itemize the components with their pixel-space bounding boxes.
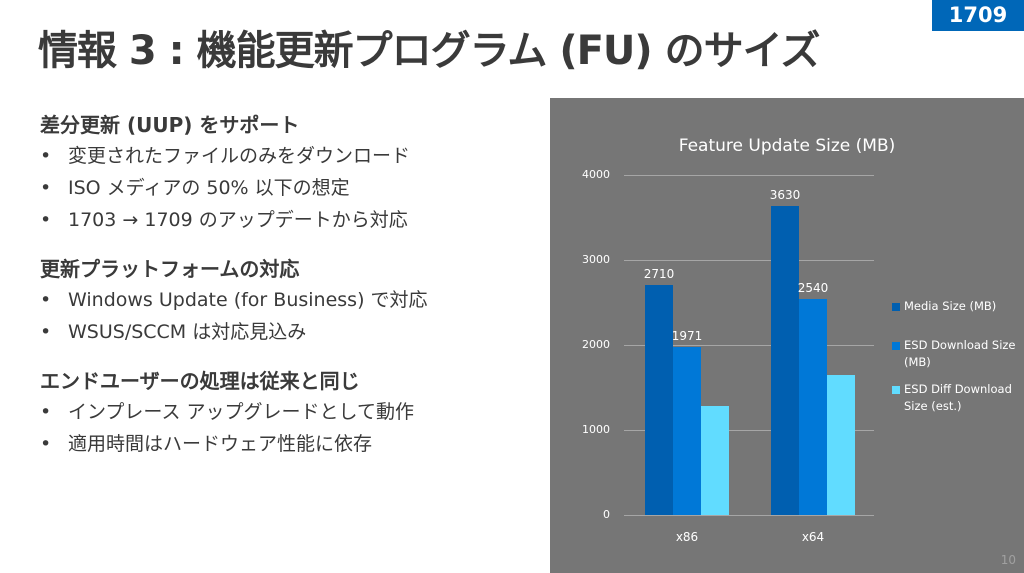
bullet-text: 変更されたファイルのみをダウンロード bbox=[68, 145, 411, 167]
legend-label: Media Size (MB) bbox=[904, 299, 997, 313]
section-uup: 差分更新 (UUP) をサポート • 変更されたファイルのみをダウンロード • IS… bbox=[40, 110, 540, 236]
bar-x86-1 bbox=[673, 347, 701, 515]
bullet-dot: • bbox=[40, 289, 52, 311]
bar-x86-2 bbox=[701, 406, 729, 515]
chart-title: Feature Update Size (MB) bbox=[678, 136, 896, 156]
y-tick-label: 1000 bbox=[582, 423, 610, 436]
data-label: 2540 bbox=[797, 281, 829, 296]
legend-swatch bbox=[892, 303, 900, 311]
legend-swatch bbox=[892, 386, 900, 394]
data-label: 1971 bbox=[671, 329, 703, 344]
y-tick-label: 4000 bbox=[582, 168, 610, 181]
feature-update-size-chart: Feature Update Size (MB) Media Size (MB)… bbox=[550, 98, 1024, 573]
bullet-text: ISO メディアの 50% 以下の想定 bbox=[68, 177, 350, 199]
version-badge: 1709 bbox=[932, 0, 1024, 31]
legend-label: ESD Diff Download Size (est.) bbox=[904, 382, 1012, 413]
bar-x64-0 bbox=[771, 206, 799, 515]
bullet-text: WSUS/SCCM は対応見込み bbox=[68, 321, 307, 343]
bullet-dot: • bbox=[40, 401, 52, 423]
bar-x64-2 bbox=[827, 374, 855, 515]
bullet-text: インプレース アップグレードとして動作 bbox=[68, 401, 414, 423]
bullet-item: • インプレース アップグレードとして動作 bbox=[40, 396, 540, 428]
bar-x86-0 bbox=[645, 284, 673, 515]
y-tick-label: 0 bbox=[603, 508, 610, 521]
bullet-dot: • bbox=[40, 177, 52, 199]
x-tick-label: x86 bbox=[675, 530, 699, 544]
legend-label: ESD Download Size (MB) bbox=[904, 338, 1016, 369]
x-tick-label: x64 bbox=[801, 530, 825, 544]
section-enduser: エンドユーザーの処理は従来と同じ • インプレース アップグレードとして動作 • 適… bbox=[40, 366, 540, 460]
bullet-item: • 変更されたファイルのみをダウンロード bbox=[40, 140, 540, 172]
page-number: 10 bbox=[1000, 553, 1016, 567]
gridline bbox=[624, 345, 874, 346]
data-label: 3630 bbox=[769, 188, 801, 203]
chart-legend: Media Size (MB) ESD Download Size (MB) ESD… bbox=[892, 298, 1022, 415]
legend-swatch bbox=[892, 342, 900, 350]
gridline bbox=[624, 260, 874, 261]
bullet-dot: • bbox=[40, 145, 52, 167]
bullet-text: 1703 → 1709 のアップデートから対応 bbox=[68, 209, 408, 231]
bullet-item: • 適用時間はハードウェア性能に依存 bbox=[40, 428, 540, 460]
legend-item: ESD Diff Download Size (est.) bbox=[892, 381, 1022, 415]
bullet-dot: • bbox=[40, 321, 52, 343]
section-heading: 更新プラットフォームの対応 bbox=[40, 257, 300, 281]
y-tick-label: 3000 bbox=[582, 253, 610, 266]
gridline bbox=[624, 430, 874, 431]
bar-x64-1 bbox=[799, 299, 827, 515]
data-label: 2710 bbox=[643, 266, 675, 281]
section-heading: 差分更新 (UUP) をサポート bbox=[40, 113, 300, 137]
gridline bbox=[624, 515, 874, 516]
section-platform: 更新プラットフォームの対応 • Windows Update (for Busin… bbox=[40, 254, 540, 348]
y-tick-label: 2000 bbox=[582, 338, 610, 351]
bullet-item: • ISO メディアの 50% 以下の想定 bbox=[40, 172, 540, 204]
gridline bbox=[624, 175, 874, 176]
section-heading: エンドユーザーの処理は従来と同じ bbox=[40, 369, 360, 393]
slide-title: 情報 3 : 機能更新プログラム (FU) のサイズ bbox=[38, 28, 820, 74]
legend-item: Media Size (MB) bbox=[892, 298, 1022, 315]
bullet-dot: • bbox=[40, 433, 52, 455]
bullet-item: • 1703 → 1709 のアップデートから対応 bbox=[40, 204, 540, 236]
legend-item: ESD Download Size (MB) bbox=[892, 337, 1022, 371]
bullet-item: • WSUS/SCCM は対応見込み bbox=[40, 316, 540, 348]
bullet-item: • Windows Update (for Business) で対応 bbox=[40, 284, 540, 316]
bullet-dot: • bbox=[40, 209, 52, 231]
bullet-text: 適用時間はハードウェア性能に依存 bbox=[68, 433, 373, 455]
bullet-content: 差分更新 (UUP) をサポート • 変更されたファイルのみをダウンロード • IS… bbox=[40, 110, 540, 478]
bullet-text: Windows Update (for Business) で対応 bbox=[68, 289, 428, 311]
